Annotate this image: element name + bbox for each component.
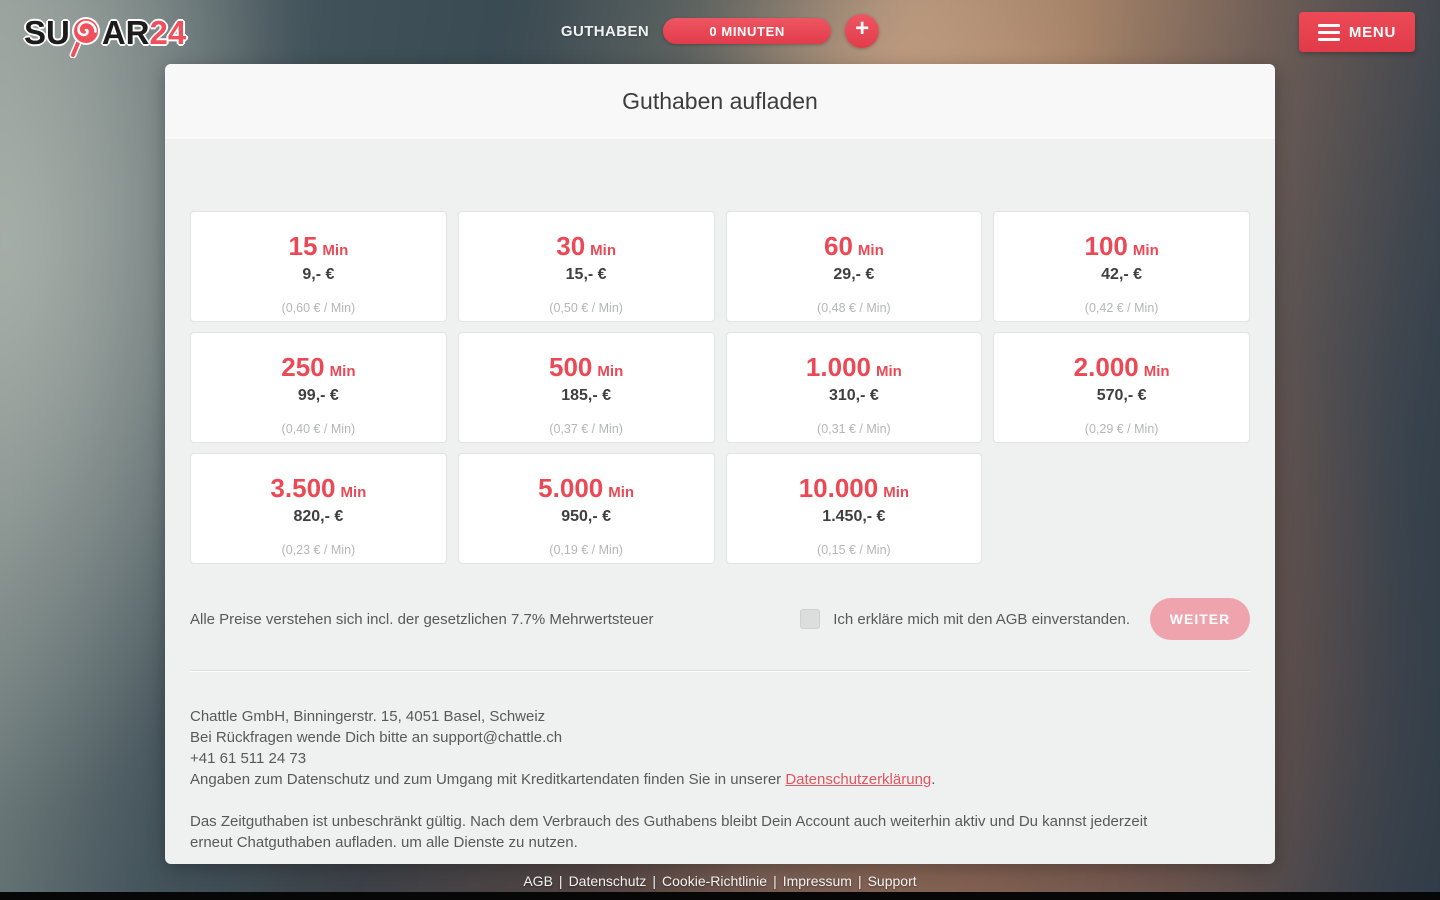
agb-checkbox[interactable] [800, 609, 821, 629]
minutes-badge[interactable]: 0 MINUTEN [663, 18, 832, 44]
package-price: 29,- € [833, 266, 875, 283]
lollipop-swirl-icon [69, 17, 100, 58]
package-minutes-unit: Min [322, 242, 349, 259]
logo-text-su: SU [24, 14, 70, 51]
footer-link-separator: | [773, 873, 777, 889]
package-minutes: 500 Min [549, 352, 624, 382]
package-minutes: 10.000 Min [798, 473, 910, 503]
company-address: Chattle GmbH, Binningerstr. 15, 4051 Bas… [190, 708, 546, 725]
package-minutes: 2.000 Min [1073, 352, 1170, 382]
package-price-per-minute: (0,60 € / Min) [281, 301, 356, 315]
footer-link-separator: | [558, 873, 563, 889]
package-minutes: 1.000 Min [805, 352, 902, 382]
sugar24-logo[interactable]: SU AR 24 [24, 12, 187, 58]
package-price: 185,- € [561, 387, 612, 404]
package-minutes: 3.500 Min [270, 473, 367, 503]
package-card-250min[interactable]: 250 Min 99,- € (0,40 € / Min) [190, 332, 447, 443]
package-price-per-minute: (0,37 € / Min) [549, 422, 623, 436]
package-price-per-minute: (0,29 € / Min) [1084, 422, 1159, 436]
privacy-note: Angaben zum Datenschutz und zum Umgang m… [190, 771, 936, 788]
package-price-per-minute: (0,19 € / Min) [549, 543, 623, 557]
company-support-note: Bei Rückfragen wende Dich bitte an suppo… [190, 729, 563, 746]
footer-link-agb[interactable]: AGB [523, 873, 553, 889]
footer-link-support[interactable]: Support [867, 873, 917, 889]
package-minutes: 5.000 Min [538, 473, 635, 503]
package-minutes: 100 Min [1084, 231, 1159, 261]
package-card-60min[interactable]: 60 Min 29,- € (0,48 € / Min) [725, 211, 983, 322]
package-price-per-minute: (0,23 € / Min) [281, 543, 356, 557]
package-minutes: 30 Min [556, 231, 616, 261]
company-info: Chattle GmbH, Binningerstr. 15, 4051 Bas… [190, 706, 1250, 790]
package-price-per-minute: (0,40 € / Min) [281, 422, 356, 436]
package-card-1000min[interactable]: 1.000 Min 310,- € (0,31 € / Min) [725, 332, 983, 443]
terms-row: Alle Preise verstehen sich incl. der ges… [190, 598, 1250, 640]
package-grid: 15 Min 9,- € (0,60 € / Min) 30 Min 15,- € (0,50… [190, 211, 1250, 564]
package-price-per-minute: (0,42 € / Min) [1084, 301, 1159, 315]
package-minutes: 60 Min [824, 231, 884, 261]
package-minutes-unit: Min [883, 484, 910, 501]
footer-link-cookie-richtlinie[interactable]: Cookie-Richtlinie [662, 873, 768, 889]
package-price: 1.450,- € [822, 508, 886, 525]
logo-text-24: 24 [149, 14, 187, 51]
package-minutes: 15 Min [288, 231, 349, 261]
logo-text-ar: AR [101, 14, 150, 51]
agb-checkbox-label[interactable]: Ich erkläre mich mit den AGB einverstand… [833, 610, 1130, 628]
footer-link-datenschutz[interactable]: Datenschutz [568, 873, 647, 889]
weiter-button[interactable]: WEITER [1150, 598, 1250, 640]
package-price: 950,- € [561, 508, 612, 525]
menu-button-label: MENU [1348, 23, 1397, 41]
package-card-10000min[interactable]: 10.000 Min 1.450,- € (0,15 € / Min) [725, 453, 983, 564]
section-divider [190, 670, 1250, 672]
package-card-2000min[interactable]: 2.000 Min 570,- € (0,29 € / Min) [993, 332, 1250, 443]
validity-note: Das Zeitguthaben ist unbeschränkt gültig… [190, 813, 1148, 851]
package-minutes-unit: Min [608, 484, 635, 501]
guthaben-label: GUTHABEN [560, 22, 650, 40]
package-price-per-minute: (0,48 € / Min) [817, 301, 891, 315]
package-card-3500min[interactable]: 3.500 Min 820,- € (0,23 € / Min) [190, 453, 447, 564]
package-card-30min[interactable]: 30 Min 15,- € (0,50 € / Min) [457, 211, 715, 322]
package-price: 820,- € [293, 508, 344, 525]
credit-group: GUTHABEN 0 MINUTEN + [560, 14, 880, 48]
topup-panel: Guthaben aufladen 15 Min 9,- € (0,60 € / Mi… [165, 64, 1275, 864]
package-price-per-minute: (0,15 € / Min) [817, 543, 891, 557]
package-price: 570,- € [1096, 387, 1147, 404]
package-price-per-minute: (0,31 € / Min) [817, 422, 891, 436]
package-minutes-unit: Min [329, 363, 356, 380]
package-price: 15,- € [565, 266, 607, 283]
hamburger-icon [1317, 23, 1340, 41]
top-header: SU AR 24 GUTHABEN 0 MINUTEN + MENU [0, 0, 1440, 64]
footer-link-bar: AGB | Datenschutz | Cookie-Richtlinie | Impres… [0, 873, 1440, 889]
package-minutes: 250 Min [281, 352, 356, 382]
package-card-5000min[interactable]: 5.000 Min 950,- € (0,19 € / Min) [457, 453, 715, 564]
package-price: 99,- € [297, 387, 339, 404]
package-price-per-minute: (0,50 € / Min) [549, 301, 623, 315]
add-credit-button[interactable]: + [845, 14, 880, 48]
package-price: 310,- € [828, 387, 879, 404]
package-card-100min[interactable]: 100 Min 42,- € (0,42 € / Min) [993, 211, 1250, 322]
package-price: 42,- € [1101, 266, 1143, 283]
package-minutes-unit: Min [876, 363, 902, 380]
bottom-black-strip [0, 892, 1440, 900]
footer-link-impressum[interactable]: Impressum [782, 873, 852, 889]
package-minutes-unit: Min [1143, 363, 1170, 380]
panel-header: Guthaben aufladen [165, 64, 1275, 140]
package-minutes-unit: Min [597, 363, 624, 380]
page-title: Guthaben aufladen [622, 88, 818, 114]
package-minutes-unit: Min [1132, 242, 1159, 259]
package-minutes-unit: Min [590, 242, 616, 259]
package-card-500min[interactable]: 500 Min 185,- € (0,37 € / Min) [457, 332, 715, 443]
footer-link-separator: | [652, 873, 657, 889]
vat-note: Alle Preise verstehen sich incl. der ges… [190, 610, 654, 628]
package-card-15min[interactable]: 15 Min 9,- € (0,60 € / Min) [190, 211, 447, 322]
package-price: 9,- € [302, 266, 335, 283]
menu-button[interactable]: MENU [1299, 12, 1415, 52]
package-minutes-unit: Min [857, 242, 884, 259]
package-minutes-unit: Min [340, 484, 367, 501]
datenschutzerklaerung-link[interactable]: Datenschutzerklärung [785, 771, 932, 788]
company-phone: +41 61 511 24 73 [190, 750, 307, 767]
footer-link-separator: | [857, 873, 862, 889]
